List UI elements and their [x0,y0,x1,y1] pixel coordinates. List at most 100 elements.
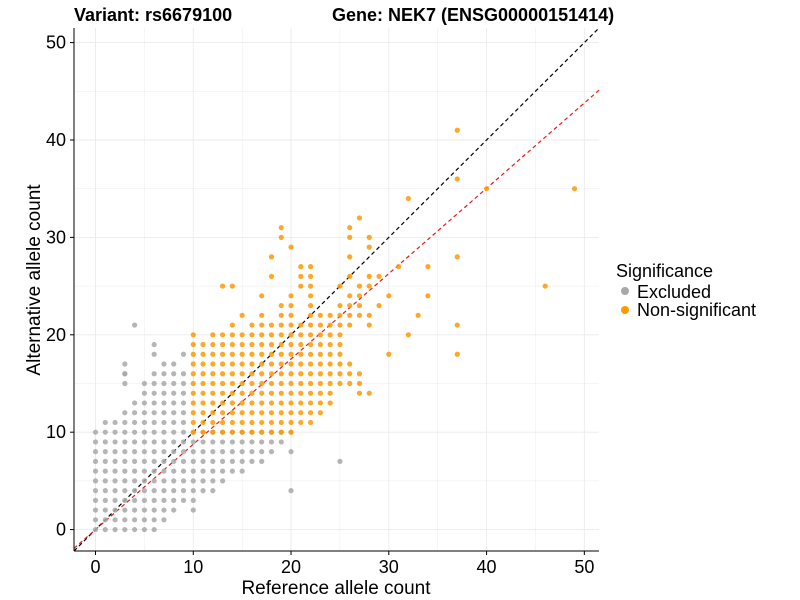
point-excluded [151,497,157,503]
point-non-significant [317,390,323,396]
point-non-significant [571,186,578,192]
point-excluded [249,458,255,464]
point-non-significant [268,410,275,416]
point-non-significant [347,302,353,309]
point-non-significant [317,341,323,348]
point-non-significant [220,400,226,406]
point-excluded [122,507,128,513]
point-non-significant [307,264,314,270]
point-non-significant [239,400,245,406]
point-excluded [151,526,157,533]
point-non-significant [366,390,372,396]
point-excluded [141,468,147,474]
point-excluded [141,400,147,406]
point-excluded [200,488,206,494]
point-non-significant [229,351,235,357]
point-non-significant [454,127,460,133]
point-excluded [132,439,138,445]
point-excluded [141,488,147,494]
point-non-significant [259,380,265,387]
point-non-significant [337,283,343,289]
point-non-significant [347,234,353,240]
point-non-significant [317,410,323,416]
point-non-significant [327,322,333,328]
point-non-significant [298,410,304,416]
point-non-significant [337,332,343,338]
point-non-significant [288,380,294,387]
point-excluded [171,410,177,416]
point-non-significant [278,312,284,318]
point-excluded [180,458,187,464]
point-excluded [239,458,245,464]
point-excluded [92,507,99,513]
point-non-significant [190,429,196,435]
chart-title-right: Gene: NEK7 (ENSG00000151414) [332,5,614,25]
point-non-significant [288,244,294,250]
point-excluded [102,478,108,484]
point-excluded [122,419,128,426]
point-non-significant [288,410,294,416]
point-excluded [92,458,99,464]
point-excluded [122,410,128,416]
point-excluded [190,468,196,474]
x-tick-label: 40 [477,557,497,577]
point-non-significant [288,302,294,309]
point-non-significant [366,312,372,318]
point-non-significant [298,264,304,270]
point-non-significant [220,332,226,338]
x-tick-label: 10 [183,557,203,577]
point-excluded [161,507,167,513]
point-excluded [132,458,138,464]
point-non-significant [249,429,255,435]
point-excluded [180,419,187,426]
point-non-significant [259,322,265,328]
point-excluded [239,449,245,455]
point-excluded [132,488,138,494]
point-excluded [102,439,108,445]
point-non-significant [220,380,226,387]
point-excluded [229,458,235,464]
point-excluded [141,458,147,464]
point-non-significant [278,234,284,240]
point-non-significant [317,371,323,377]
point-excluded [112,458,118,464]
point-non-significant [278,400,284,406]
point-non-significant [268,273,275,279]
point-excluded [161,468,167,474]
point-non-significant [307,341,314,348]
point-excluded [122,478,128,484]
point-non-significant [259,400,265,406]
x-tick-label: 30 [379,557,399,577]
point-excluded [151,439,157,445]
point-non-significant [229,332,235,338]
point-excluded [102,468,108,474]
point-excluded [171,488,177,494]
point-non-significant [239,341,245,348]
point-non-significant [298,419,304,426]
point-non-significant [288,361,294,367]
point-excluded [200,468,206,474]
y-tick-label: 0 [56,520,66,540]
point-excluded [141,526,147,533]
point-non-significant [288,400,294,406]
point-excluded [141,380,147,387]
point-excluded [102,507,108,513]
point-excluded [132,400,138,406]
point-non-significant [454,176,460,182]
point-excluded [259,458,265,464]
point-non-significant [278,322,284,328]
point-non-significant [220,429,226,435]
point-excluded [161,390,167,396]
point-excluded [112,488,118,494]
point-non-significant [210,410,216,416]
point-excluded [141,410,147,416]
point-non-significant [278,351,284,357]
point-excluded [102,429,108,435]
point-non-significant [249,390,255,396]
point-non-significant [337,341,343,348]
point-non-significant [268,254,275,260]
point-excluded [200,439,206,445]
point-non-significant [200,390,206,396]
point-non-significant [229,322,235,328]
point-excluded [180,400,187,406]
